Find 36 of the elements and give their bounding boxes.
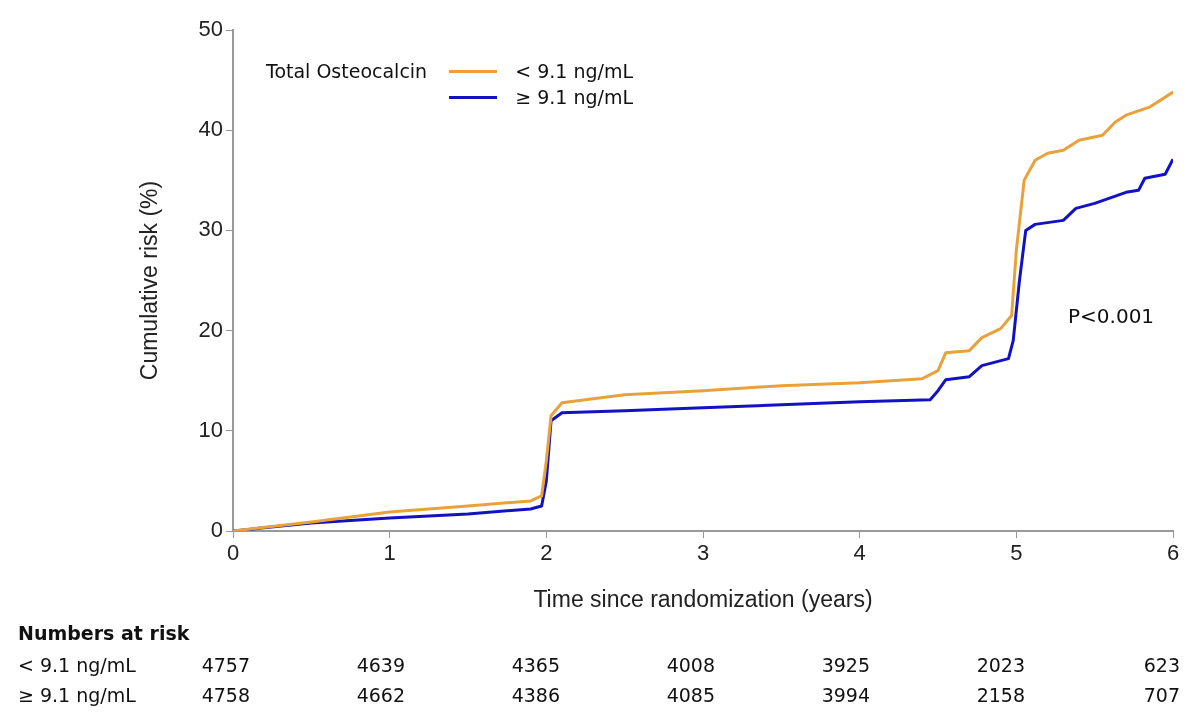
x-tick-label: 3 [696,540,710,566]
text: 4008 [666,654,715,676]
text: 4758 [201,684,250,706]
x-tick-label: 4 [853,540,866,566]
x-tick-label: 0 [226,540,240,566]
text: 4365 [511,654,560,676]
text: 3994 [821,684,870,706]
legend-label: < 9.1 ng/mL [515,60,633,82]
y-axis-title: Cumulative risk (%) [136,180,163,381]
y-tick-label: 40 [198,116,223,142]
y-tick-label: 0 [210,517,223,543]
text: 623 [1143,654,1180,676]
text: 4386 [511,684,560,706]
y-tick-label: 20 [198,316,223,342]
y-tick-label: 50 [198,16,223,42]
text: 4639 [356,654,405,676]
text: 707 [1143,684,1180,706]
text: 3925 [821,654,870,676]
text: < 9.1 ng/mL [18,654,136,676]
y-tick-label: 30 [198,216,223,242]
x-tick-label: 6 [1166,540,1180,566]
x-tick-label: 5 [1010,540,1023,566]
text: 4662 [356,684,405,706]
legend-label: ≥ 9.1 ng/mL [515,86,633,108]
annotation: P<0.001 [1068,304,1155,328]
legend-title: Total Osteocalcin [266,59,428,84]
x-tick-label: 2 [540,540,553,566]
text: 4757 [201,654,250,676]
text: 4085 [666,684,715,706]
text: Numbers at risk [18,622,190,644]
x-tick-label: 1 [383,540,396,566]
text: ≥ 9.1 ng/mL [18,684,136,706]
text: 2023 [976,654,1025,676]
text: 2158 [976,684,1025,706]
x-axis-title: Time since randomization (years) [533,585,873,612]
y-tick-label: 10 [198,416,223,442]
